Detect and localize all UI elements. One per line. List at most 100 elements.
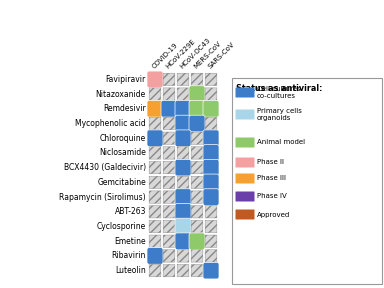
FancyBboxPatch shape bbox=[191, 176, 203, 189]
FancyBboxPatch shape bbox=[163, 132, 175, 144]
FancyBboxPatch shape bbox=[205, 117, 217, 130]
FancyBboxPatch shape bbox=[191, 220, 203, 233]
FancyBboxPatch shape bbox=[205, 73, 217, 86]
Text: Primary cells
organoids: Primary cells organoids bbox=[257, 108, 302, 121]
FancyBboxPatch shape bbox=[149, 264, 161, 277]
FancyBboxPatch shape bbox=[149, 206, 161, 218]
FancyBboxPatch shape bbox=[163, 73, 175, 86]
FancyBboxPatch shape bbox=[203, 174, 219, 191]
FancyBboxPatch shape bbox=[147, 71, 163, 88]
FancyBboxPatch shape bbox=[163, 162, 175, 174]
FancyBboxPatch shape bbox=[191, 147, 203, 159]
Text: Remdesivir: Remdesivir bbox=[103, 104, 146, 113]
FancyBboxPatch shape bbox=[149, 162, 161, 174]
FancyBboxPatch shape bbox=[163, 235, 175, 247]
FancyBboxPatch shape bbox=[191, 132, 203, 144]
Text: Rapamycin (Sirolimus): Rapamycin (Sirolimus) bbox=[60, 193, 146, 202]
Text: Niclosamide: Niclosamide bbox=[99, 148, 146, 158]
FancyBboxPatch shape bbox=[191, 73, 203, 86]
FancyBboxPatch shape bbox=[149, 176, 161, 189]
FancyBboxPatch shape bbox=[175, 115, 191, 132]
FancyBboxPatch shape bbox=[163, 88, 175, 100]
Text: Phase III: Phase III bbox=[257, 175, 286, 181]
Text: Approved: Approved bbox=[257, 211, 290, 217]
Text: Ribavirin: Ribavirin bbox=[112, 251, 146, 260]
FancyBboxPatch shape bbox=[161, 101, 177, 117]
FancyBboxPatch shape bbox=[205, 250, 217, 262]
FancyBboxPatch shape bbox=[147, 130, 163, 147]
FancyBboxPatch shape bbox=[175, 233, 191, 249]
Text: Cell cultures
co-cultures: Cell cultures co-cultures bbox=[257, 86, 301, 99]
FancyBboxPatch shape bbox=[189, 101, 205, 117]
Text: BCX4430 (Galdecivir): BCX4430 (Galdecivir) bbox=[64, 163, 146, 172]
FancyBboxPatch shape bbox=[177, 73, 189, 86]
Text: Chloroquine: Chloroquine bbox=[100, 134, 146, 143]
FancyBboxPatch shape bbox=[205, 235, 217, 247]
FancyBboxPatch shape bbox=[163, 250, 175, 262]
FancyBboxPatch shape bbox=[163, 191, 175, 203]
FancyBboxPatch shape bbox=[163, 147, 175, 159]
FancyBboxPatch shape bbox=[163, 176, 175, 189]
FancyBboxPatch shape bbox=[147, 101, 163, 117]
FancyBboxPatch shape bbox=[191, 191, 203, 203]
Text: COVID-19: COVID-19 bbox=[151, 42, 179, 70]
FancyBboxPatch shape bbox=[205, 88, 217, 100]
Text: Luteolin: Luteolin bbox=[115, 266, 146, 275]
FancyBboxPatch shape bbox=[191, 162, 203, 174]
FancyBboxPatch shape bbox=[149, 191, 161, 203]
FancyBboxPatch shape bbox=[191, 250, 203, 262]
FancyBboxPatch shape bbox=[205, 206, 217, 218]
FancyBboxPatch shape bbox=[175, 218, 191, 235]
FancyBboxPatch shape bbox=[163, 264, 175, 277]
FancyBboxPatch shape bbox=[235, 158, 255, 168]
FancyBboxPatch shape bbox=[189, 115, 205, 132]
Text: Mycophenolic acid: Mycophenolic acid bbox=[75, 119, 146, 128]
FancyBboxPatch shape bbox=[149, 117, 161, 130]
FancyBboxPatch shape bbox=[175, 159, 191, 176]
FancyBboxPatch shape bbox=[189, 233, 205, 249]
Text: Emetine: Emetine bbox=[114, 237, 146, 246]
Text: Phase IV: Phase IV bbox=[257, 194, 287, 200]
FancyBboxPatch shape bbox=[175, 130, 191, 147]
FancyBboxPatch shape bbox=[177, 264, 189, 277]
FancyBboxPatch shape bbox=[205, 220, 217, 233]
FancyBboxPatch shape bbox=[235, 137, 255, 147]
Text: HCoV-229E: HCoV-229E bbox=[165, 38, 196, 70]
FancyBboxPatch shape bbox=[191, 206, 203, 218]
FancyBboxPatch shape bbox=[175, 189, 191, 205]
FancyBboxPatch shape bbox=[235, 209, 255, 219]
Text: Status as antiviral:: Status as antiviral: bbox=[236, 84, 323, 93]
FancyBboxPatch shape bbox=[149, 88, 161, 100]
FancyBboxPatch shape bbox=[175, 204, 191, 220]
Bar bbox=[232, 78, 382, 284]
Text: MERS-CoV: MERS-CoV bbox=[193, 41, 222, 70]
FancyBboxPatch shape bbox=[203, 262, 219, 279]
FancyBboxPatch shape bbox=[189, 86, 205, 102]
FancyBboxPatch shape bbox=[203, 101, 219, 117]
FancyBboxPatch shape bbox=[235, 88, 255, 98]
Text: Favipiravir: Favipiravir bbox=[106, 75, 146, 84]
FancyBboxPatch shape bbox=[175, 101, 191, 117]
FancyBboxPatch shape bbox=[163, 206, 175, 218]
FancyBboxPatch shape bbox=[235, 173, 255, 183]
FancyBboxPatch shape bbox=[163, 117, 175, 130]
Text: Gemcitabine: Gemcitabine bbox=[97, 178, 146, 187]
FancyBboxPatch shape bbox=[177, 88, 189, 100]
FancyBboxPatch shape bbox=[203, 130, 219, 147]
FancyBboxPatch shape bbox=[235, 192, 255, 202]
FancyBboxPatch shape bbox=[203, 159, 219, 176]
FancyBboxPatch shape bbox=[177, 147, 189, 159]
Text: HCoV-OC43: HCoV-OC43 bbox=[179, 37, 212, 70]
FancyBboxPatch shape bbox=[149, 220, 161, 233]
Text: Nitazoxanide: Nitazoxanide bbox=[96, 90, 146, 98]
FancyBboxPatch shape bbox=[147, 248, 163, 264]
Text: Phase II: Phase II bbox=[257, 160, 284, 166]
FancyBboxPatch shape bbox=[203, 145, 219, 161]
FancyBboxPatch shape bbox=[203, 189, 219, 205]
FancyBboxPatch shape bbox=[235, 109, 255, 120]
FancyBboxPatch shape bbox=[149, 147, 161, 159]
FancyBboxPatch shape bbox=[149, 235, 161, 247]
Text: SARS-CoV: SARS-CoV bbox=[207, 41, 235, 70]
Text: Cyclosporine: Cyclosporine bbox=[97, 222, 146, 231]
Text: ABT-263: ABT-263 bbox=[114, 207, 146, 216]
